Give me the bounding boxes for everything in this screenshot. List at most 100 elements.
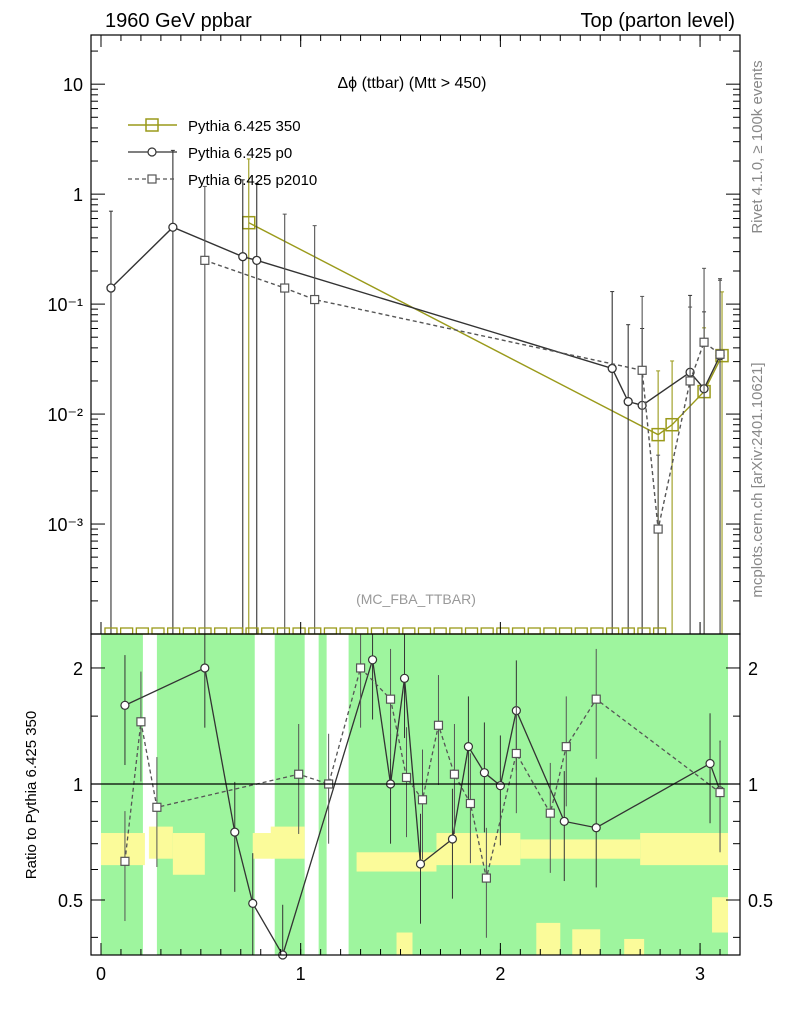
ratio-point — [447, 834, 458, 844]
x-tick-label: 1 — [296, 964, 306, 984]
ratio-point — [433, 720, 444, 730]
band-yellow — [356, 852, 437, 872]
ratio-point — [463, 742, 474, 752]
main-series-layer — [104, 149, 729, 635]
chart-title: Δϕ (ttbar) (Mtt > 450) — [337, 75, 486, 92]
empty-bin-marker — [261, 627, 275, 635]
empty-bin-marker — [417, 627, 432, 635]
band-yellow — [712, 897, 729, 933]
series-line — [110, 226, 721, 407]
ratio-point — [401, 772, 412, 783]
ratio-point — [495, 781, 505, 791]
ratio-tick-label: 1 — [73, 775, 83, 795]
empty-bin-marker — [590, 627, 604, 635]
band-yellow — [396, 932, 413, 955]
ratio-point — [479, 768, 489, 778]
legend-marker-p350 — [145, 118, 159, 132]
ratio-point — [120, 856, 130, 866]
ratio-point — [559, 816, 569, 826]
legend-label-p350: Pythia 6.425 350 — [188, 118, 301, 135]
ratio-point — [591, 823, 601, 833]
ratio-tick-label: 0.5 — [58, 891, 83, 911]
ratio-point — [248, 898, 258, 908]
x-tick-label: 0 — [96, 964, 106, 984]
empty-bin-marker — [339, 627, 353, 635]
band-yellow — [148, 826, 173, 859]
rivet-version-label: Rivet 4.1.0, ≥ 100k events — [749, 60, 766, 233]
band-gap — [142, 634, 157, 955]
band-yellow — [172, 833, 205, 875]
ratio-point — [561, 742, 571, 752]
ratio-tick-label-right: 1 — [748, 775, 758, 795]
empty-bin-marker — [496, 627, 510, 635]
band-yellow — [572, 929, 601, 955]
empty-bin-marker — [119, 627, 134, 635]
legend-label-p2010: Pythia 6.425 p2010 — [188, 172, 317, 189]
ratio-point — [355, 663, 366, 673]
data-point — [651, 427, 665, 442]
empty-bin-marker — [229, 627, 244, 635]
mcplots-label: mcplots.cern.ch [arXiv:2401.10621] — [749, 362, 766, 597]
header-left: 1960 GeV ppbar — [105, 10, 252, 32]
legend-entry-p350: Pythia 6.425 350 — [128, 118, 301, 135]
empty-bin-marker — [386, 627, 400, 635]
y-tick-label-main: 10 — [63, 75, 83, 95]
ratio-point — [449, 769, 460, 779]
empty-bin-marker — [276, 627, 291, 635]
ratio-point — [136, 717, 146, 727]
empty-bin-marker — [433, 627, 447, 635]
band-gap — [326, 634, 349, 955]
data-point — [637, 365, 647, 375]
ratio-point — [152, 802, 162, 812]
data-point — [200, 255, 210, 265]
data-point — [106, 283, 116, 293]
empty-bin-marker — [292, 627, 306, 635]
series-line — [248, 222, 723, 436]
header-right: Top (parton level) — [580, 10, 735, 32]
ratio-tick-label-right: 0.5 — [748, 891, 773, 911]
ratio-uncertainty-bands — [100, 634, 729, 955]
ratio-point — [415, 859, 426, 869]
y-tick-label-main: 10⁻² — [47, 405, 83, 425]
tick-layer: 0 1 2 3 10 1 10⁻¹ 10⁻² 10⁻³ 0.5 0.5 1 1 2 2 — [47, 35, 773, 984]
empty-bin-marker — [574, 627, 588, 635]
band-yellow — [536, 922, 561, 955]
ratio-y-axis-label: Ratio to Pythia 6.425 350 — [23, 711, 40, 879]
ratio-point — [230, 827, 240, 837]
ratio-point — [511, 748, 521, 759]
empty-bin-marker — [480, 627, 494, 635]
band-yellow — [624, 938, 645, 955]
ratio-point — [120, 700, 130, 710]
ratio-tick-label-right: 2 — [748, 659, 758, 679]
data-point — [685, 376, 695, 386]
empty-bin-marker — [323, 627, 338, 635]
ratio-line — [124, 666, 721, 879]
ratio-point — [417, 795, 428, 805]
ratio-point — [591, 694, 601, 704]
y-tick-label-main: 10⁻¹ — [47, 295, 83, 315]
ratio-point — [545, 808, 555, 818]
ratio-tick-label: 2 — [73, 659, 83, 679]
empty-bin-marker — [449, 627, 463, 635]
ratio-point — [465, 798, 476, 809]
empty-bin-marker — [527, 627, 541, 635]
axes-layer — [90, 34, 741, 956]
ratio-point — [200, 663, 210, 673]
ratio-point — [705, 758, 715, 769]
x-tick-label: 3 — [695, 964, 705, 984]
ratio-line — [124, 659, 721, 957]
series-line — [204, 259, 721, 530]
legend-entry-p0: Pythia 6.425 p0 — [128, 145, 292, 162]
data-point — [310, 294, 320, 305]
empty-bin-marker — [370, 627, 385, 635]
band-gap — [254, 634, 275, 955]
ratio-point — [367, 655, 378, 665]
empty-bin-marker — [135, 627, 149, 635]
empty-bin-marker — [558, 627, 573, 635]
empty-bin-marker — [151, 627, 165, 635]
empty-bin-marker — [182, 627, 196, 635]
ratio-point — [385, 694, 396, 704]
empty-bin-marker — [511, 627, 526, 635]
legend-label-p0: Pythia 6.425 p0 — [188, 145, 292, 162]
